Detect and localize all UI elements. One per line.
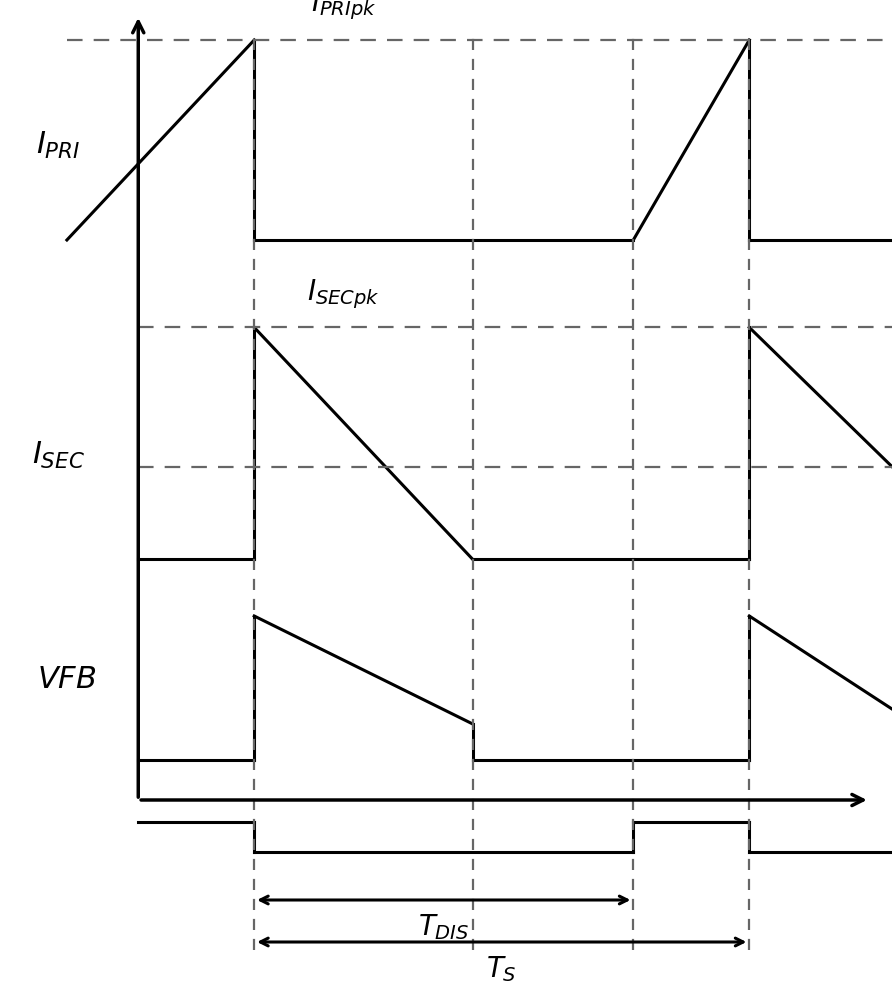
Text: $I_{SECpk}$: $I_{SECpk}$ <box>307 278 380 311</box>
Text: $I_{SEC}$: $I_{SEC}$ <box>31 439 85 471</box>
Text: $T_{DIS}$: $T_{DIS}$ <box>418 912 469 942</box>
Text: $T_{S}$: $T_{S}$ <box>486 954 517 984</box>
Text: $I_{PRI}$: $I_{PRI}$ <box>36 129 80 161</box>
Text: $VFB$: $VFB$ <box>37 666 96 694</box>
Text: $I_{PRIpk}$: $I_{PRIpk}$ <box>310 0 376 22</box>
